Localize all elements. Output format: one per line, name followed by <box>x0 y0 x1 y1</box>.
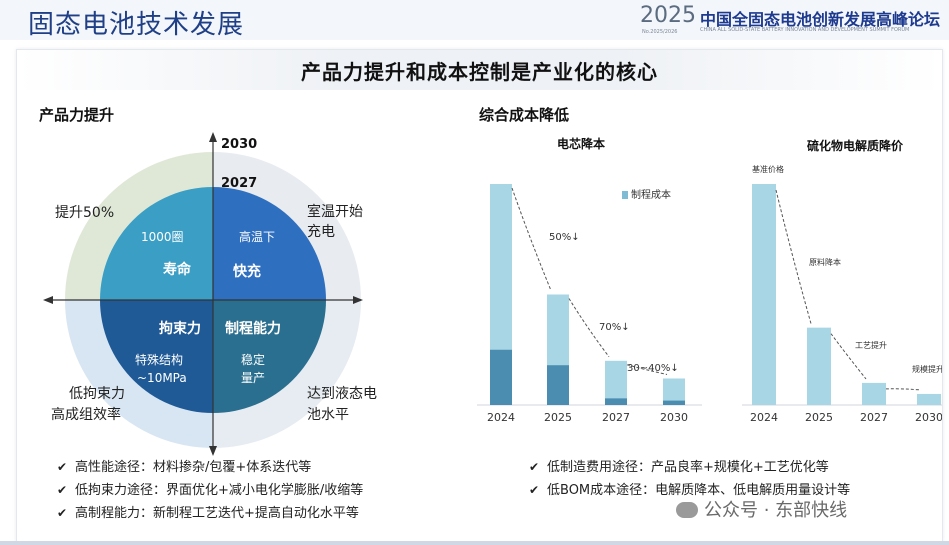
q3-sub-2: ~10MPa <box>137 371 187 385</box>
chart1-legend-swatch <box>622 191 628 199</box>
q3-sub-1: 特殊结构 <box>135 352 183 367</box>
quadrant-pressure <box>100 300 213 413</box>
chart2-tick-label: 2025 <box>805 411 833 424</box>
chart1-bar-total <box>663 378 685 405</box>
left-bullet-list: ✔ 高性能途径：材料掺杂/包覆+体系迭代等 ✔ 低拘束力途径：界面优化+减小电化学膨… <box>57 456 363 525</box>
chart2-annotation: 原料降本 <box>809 257 841 267</box>
chart2-bar <box>862 382 886 405</box>
check-icon: ✔ <box>57 460 68 474</box>
chart1-bar-process <box>490 349 512 405</box>
q3-label: 拘束力 <box>159 320 201 337</box>
chart1-trend-arrow <box>626 364 668 375</box>
wechat-icon <box>676 502 698 518</box>
content-panel: 产品力提升和成本控制是产业化的核心 产品力提升 综合成本降低 2030 2027… <box>16 49 943 543</box>
axis-arrow-right <box>353 296 363 304</box>
banner: 产品力提升和成本控制是产业化的核心 <box>17 50 942 90</box>
chart2-bar <box>752 184 776 405</box>
check-icon: ✔ <box>529 460 540 474</box>
chart2-bar <box>917 393 941 405</box>
right-bullet-list: ✔ 低制造费用途径：产品良率+规模化+工艺优化等 ✔ 低BOM成本途径：电解质降本、… <box>529 456 850 502</box>
q2-label: 快充 <box>233 263 261 280</box>
event-year-sub: No.2025/2026 <box>642 29 678 35</box>
chart1-bar-process <box>547 365 569 405</box>
left-bullet-item: ✔ 高性能途径：材料掺杂/包覆+体系迭代等 <box>57 456 363 479</box>
chart1-annotation: 30~40%↓ <box>627 363 679 374</box>
outer-bottom-left-2: 高成组效率 <box>51 406 121 423</box>
page-title: 固态电池技术发展 <box>28 10 245 40</box>
q4-label: 制程能力 <box>225 320 281 337</box>
chart1-tick-label: 2030 <box>660 411 688 424</box>
chart1-bar-total <box>605 360 627 405</box>
outer-bottom-right-2: 池水平 <box>307 407 349 423</box>
left-bullet-item: ✔ 高制程能力：新制程工艺迭代+提高自动化水平等 <box>57 502 363 525</box>
check-icon: ✔ <box>57 506 68 520</box>
chart2-annotation: 规模提升 <box>912 364 942 374</box>
left-bullet-item: ✔ 低拘束力途径：界面优化+减小电化学膨胀/收缩等 <box>57 479 363 502</box>
chart1-tick-label: 2027 <box>602 411 630 424</box>
outer-top-left: 提升50% <box>55 205 114 221</box>
chart1-tick-label: 2025 <box>544 411 572 424</box>
cost-charts: 电芯降本 硫化物电解质降价 制程成本 2024 2025 2027 2030 50%↓ 7… <box>477 136 942 424</box>
axis-label-2027: 2027 <box>221 176 257 191</box>
right-bullet-item: ✔ 低BOM成本途径：电解质降本、低电解质用量设计等 <box>529 479 850 502</box>
chart2-tick-label: 2030 <box>915 411 942 424</box>
chart2-trend-arrow <box>775 189 812 324</box>
axis-label-2030: 2030 <box>221 137 257 152</box>
q4-sub-2: 量产 <box>241 371 265 385</box>
product-diagram: 2030 2027 提升50% 室温开始 充电 低拘束力 高成组效率 达到液态电… <box>43 132 377 456</box>
chart2-trend-arrow <box>830 333 867 380</box>
left-section-title: 产品力提升 <box>39 106 115 124</box>
right-section-title: 综合成本降低 <box>479 106 570 124</box>
q2-sub: 高温下 <box>239 229 275 244</box>
chart2-tick-label: 2024 <box>750 411 778 424</box>
outer-top-right-1: 室温开始 <box>307 203 363 220</box>
axis-arrow-up <box>209 132 217 142</box>
banner-text: 产品力提升和成本控制是产业化的核心 <box>301 60 658 84</box>
quadrant-fastcharge <box>213 187 326 300</box>
chart2-bar <box>807 327 831 405</box>
header-bar: 固态电池技术发展 2025 No.2025/2026 中国全固态电池创新发展高峰… <box>0 0 949 40</box>
right-bullet-item: ✔ 低制造费用途径：产品良率+规模化+工艺优化等 <box>529 456 850 479</box>
conference-name-en: CHINA ALL SOLID-STATE BATTERY INNOVATION… <box>700 27 910 33</box>
chart2-annotation: 基准价格 <box>752 164 784 174</box>
chart1-annotation: 70%↓ <box>599 322 630 333</box>
watermark: 公众号 · 东部快线 <box>676 496 847 522</box>
chart2-title: 硫化物电解质降价 <box>807 138 904 153</box>
footer-bar <box>0 541 949 545</box>
quadrant-process <box>213 300 326 413</box>
chart1-bar-process <box>605 398 627 405</box>
check-icon: ✔ <box>57 483 68 497</box>
chart1-annotation: 50%↓ <box>549 232 580 243</box>
event-year: 2025 <box>640 3 696 28</box>
chart1-bar-process <box>663 400 685 405</box>
quadrant-lifespan <box>100 187 213 300</box>
outer-bottom-right-1: 达到液态电 <box>307 386 377 402</box>
chart2-annotation: 工艺提升 <box>855 340 887 350</box>
outer-bottom-left-1: 低拘束力 <box>69 386 125 402</box>
chart1-trend-arrow <box>568 298 610 358</box>
chart1-title: 电芯降本 <box>557 136 605 151</box>
outer-top-right-2: 充电 <box>307 224 335 240</box>
q4-sub-1: 稳定 <box>241 352 265 367</box>
chart1-legend-label: 制程成本 <box>631 188 671 201</box>
chart2-tick-label: 2027 <box>860 411 888 424</box>
axis-arrow-left <box>43 296 53 304</box>
chart2-trend-arrow <box>885 388 922 391</box>
q1-label: 寿命 <box>163 261 192 278</box>
q1-sub: 1000圈 <box>141 230 184 244</box>
axis-arrow-down <box>209 446 217 456</box>
chart1-tick-label: 2024 <box>487 411 515 424</box>
conference-name: 中国全固态电池创新发展高峰论坛 <box>700 10 941 29</box>
check-icon: ✔ <box>529 483 540 497</box>
chart1-trend-arrow <box>511 187 552 291</box>
